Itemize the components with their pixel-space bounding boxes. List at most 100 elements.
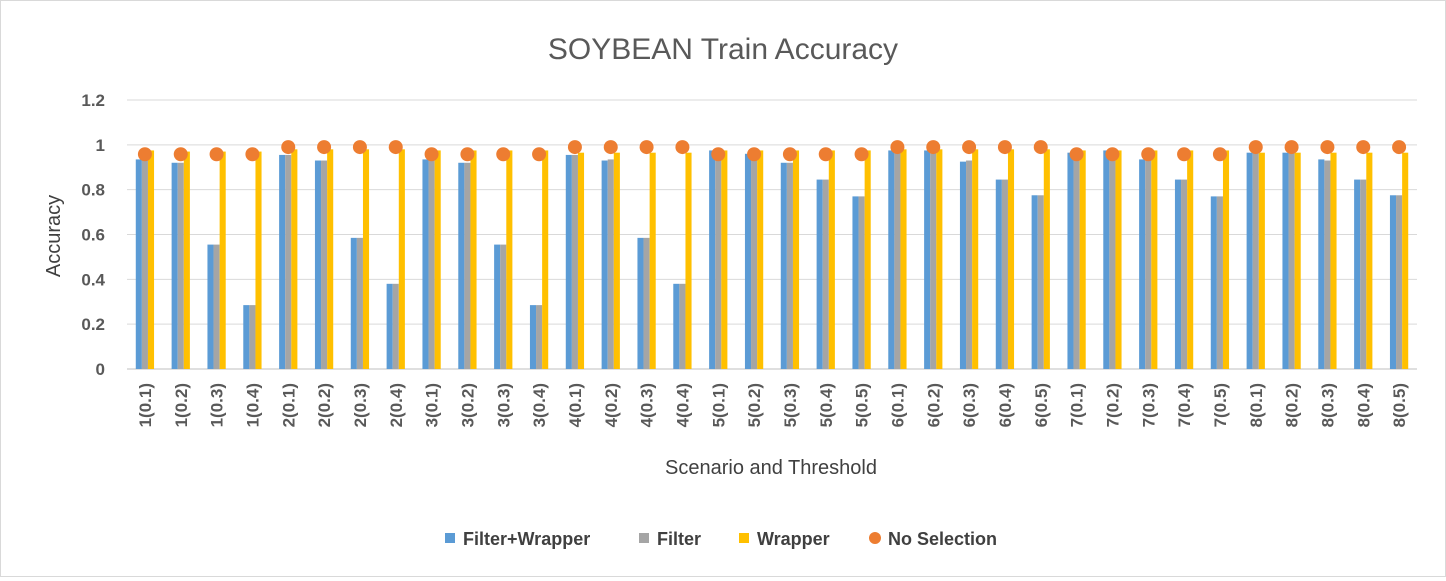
no-selection-marker	[245, 147, 260, 162]
x-tick-label: 1(0.3)	[208, 383, 227, 427]
bar-filter	[858, 196, 865, 369]
bar-filter-wrapper	[314, 160, 322, 369]
x-tick-label: 1(0.1)	[136, 383, 155, 427]
no-selection-marker	[782, 147, 797, 162]
bar-wrapper	[1079, 150, 1086, 369]
bar-wrapper	[327, 149, 334, 369]
bar-wrapper	[972, 149, 979, 369]
no-selection-marker	[890, 140, 905, 155]
legend-swatch	[739, 533, 749, 543]
bar-filter	[1216, 196, 1223, 369]
no-selection-marker	[711, 147, 726, 162]
no-selection-marker	[209, 147, 224, 162]
bar-filter	[607, 159, 614, 369]
bar-filter	[213, 244, 220, 369]
no-selection-marker	[460, 147, 475, 162]
x-tick-label: 4(0.4)	[673, 383, 692, 427]
no-selection-marker	[317, 140, 332, 155]
no-selection-marker	[1033, 140, 1048, 155]
bar-filter	[1181, 179, 1188, 369]
no-selection-marker	[1284, 140, 1299, 155]
bar-filter	[177, 162, 184, 369]
x-tick-label: 6(0.2)	[924, 383, 943, 427]
bar-wrapper	[362, 149, 370, 369]
no-selection-marker	[567, 140, 582, 155]
bar-wrapper	[577, 152, 585, 369]
bar-filter	[571, 154, 578, 369]
bar-filter-wrapper	[350, 237, 357, 369]
bar-filter	[715, 150, 722, 369]
no-selection-marker	[639, 140, 654, 155]
y-tick-label: 0.2	[81, 315, 105, 334]
bar-wrapper	[685, 152, 692, 369]
y-axis-ticks: 0 0.2 0.4 0.6 0.8 1 1.2	[81, 91, 105, 379]
no-selection-marker	[1320, 140, 1335, 155]
legend-label: Wrapper	[757, 529, 830, 549]
bar-wrapper	[398, 149, 405, 369]
bar-filter	[930, 150, 937, 369]
bar-filter	[1109, 150, 1116, 369]
no-selection-marker	[352, 140, 367, 155]
bar-filter	[1145, 159, 1152, 369]
no-selection-marker	[997, 140, 1012, 155]
legend-item: Filter+Wrapper	[445, 529, 590, 549]
bar-filter	[894, 150, 901, 369]
bar-filter	[500, 244, 507, 369]
bar-wrapper	[219, 151, 226, 369]
bar-filter-wrapper	[1318, 159, 1325, 369]
x-tick-label: 1(0.2)	[172, 383, 191, 427]
no-selection-marker	[532, 147, 547, 162]
bar-wrapper	[1043, 149, 1050, 369]
no-selection-marker	[962, 140, 977, 155]
x-tick-label: 8(0.4)	[1354, 383, 1373, 427]
bar-filter	[536, 305, 543, 369]
bar-wrapper	[1187, 150, 1194, 369]
bar-wrapper	[649, 152, 656, 369]
no-selection-marker	[1069, 147, 1084, 162]
bar-filter	[321, 160, 328, 369]
legend-label: Filter	[657, 529, 701, 549]
no-selection-markers	[137, 140, 1407, 162]
bar-filter-wrapper	[1103, 150, 1110, 369]
x-tick-label: 1(0.4)	[243, 383, 262, 427]
bar-wrapper	[1330, 152, 1337, 369]
bar-filter-wrapper	[780, 162, 787, 369]
y-tick-label: 0.8	[81, 181, 105, 200]
bar-filter-wrapper	[601, 160, 608, 369]
bar-wrapper	[183, 151, 190, 369]
bar-wrapper	[1294, 152, 1301, 369]
bar-filter-wrapper	[458, 162, 465, 369]
bar-wrapper	[434, 150, 441, 369]
x-tick-label: 4(0.3)	[638, 383, 657, 427]
x-tick-label: 5(0.4)	[817, 383, 836, 427]
bar-filter	[1001, 179, 1008, 369]
x-tick-label: 3(0.1)	[423, 383, 442, 427]
bar-wrapper	[1222, 150, 1230, 369]
x-tick-label: 3(0.3)	[494, 383, 513, 427]
bar-filter-wrapper	[207, 244, 214, 369]
bar-filter-wrapper	[386, 283, 393, 369]
x-tick-label: 5(0.1)	[709, 383, 728, 427]
bar-wrapper	[1258, 152, 1265, 369]
no-selection-marker	[1141, 147, 1156, 162]
bar-filter	[679, 283, 686, 369]
no-selection-marker	[388, 140, 403, 155]
x-tick-label: 2(0.4)	[387, 383, 406, 427]
no-selection-marker	[854, 147, 869, 162]
bar-filter	[1324, 160, 1331, 369]
legend-label: No Selection	[888, 529, 997, 549]
bar-wrapper	[1366, 152, 1373, 369]
bar-filter	[751, 153, 758, 369]
x-tick-label: 7(0.5)	[1211, 383, 1230, 427]
bar-filter-wrapper	[1139, 159, 1146, 369]
bar-filter-wrapper	[1389, 195, 1397, 369]
bar-filter-wrapper	[637, 237, 644, 369]
legend-item: No Selection	[869, 529, 997, 549]
x-tick-label: 5(0.5)	[853, 383, 872, 427]
bar-wrapper	[470, 150, 477, 369]
bar-filter	[1073, 152, 1080, 369]
x-tick-label: 7(0.3)	[1139, 383, 1158, 427]
bar-wrapper	[721, 150, 728, 369]
x-tick-label: 8(0.2)	[1283, 383, 1302, 427]
y-tick-label: 0.6	[81, 226, 105, 245]
